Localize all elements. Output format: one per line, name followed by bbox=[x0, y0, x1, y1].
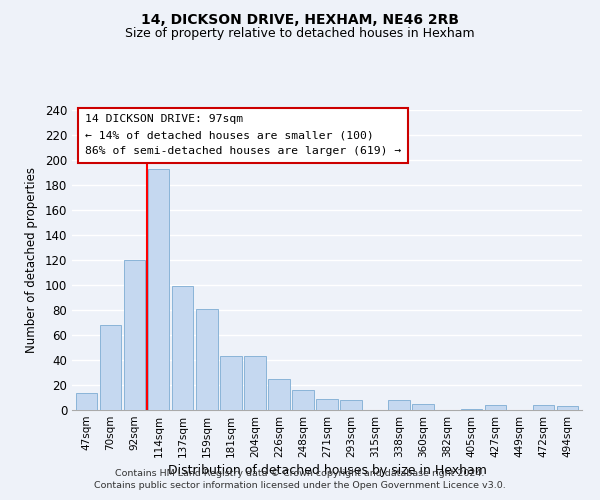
Bar bbox=[340, 400, 362, 410]
Bar bbox=[557, 406, 578, 410]
Text: Contains HM Land Registry data © Crown copyright and database right 2024.: Contains HM Land Registry data © Crown c… bbox=[115, 468, 485, 477]
Bar bbox=[292, 390, 314, 410]
Bar bbox=[148, 169, 169, 410]
Bar bbox=[316, 399, 338, 410]
Bar bbox=[244, 356, 266, 410]
Bar bbox=[100, 325, 121, 410]
Bar bbox=[76, 392, 97, 410]
Bar bbox=[412, 404, 434, 410]
Bar bbox=[172, 286, 193, 410]
Bar bbox=[533, 405, 554, 410]
Y-axis label: Number of detached properties: Number of detached properties bbox=[25, 167, 38, 353]
Bar bbox=[388, 400, 410, 410]
Text: 14, DICKSON DRIVE, HEXHAM, NE46 2RB: 14, DICKSON DRIVE, HEXHAM, NE46 2RB bbox=[141, 12, 459, 26]
Bar bbox=[485, 405, 506, 410]
Bar bbox=[220, 356, 242, 410]
Bar bbox=[268, 379, 290, 410]
X-axis label: Distribution of detached houses by size in Hexham: Distribution of detached houses by size … bbox=[167, 464, 487, 477]
Bar bbox=[124, 260, 145, 410]
Bar bbox=[461, 409, 482, 410]
Bar bbox=[196, 308, 218, 410]
Text: Contains public sector information licensed under the Open Government Licence v3: Contains public sector information licen… bbox=[94, 481, 506, 490]
Text: Size of property relative to detached houses in Hexham: Size of property relative to detached ho… bbox=[125, 28, 475, 40]
Text: 14 DICKSON DRIVE: 97sqm
← 14% of detached houses are smaller (100)
86% of semi-d: 14 DICKSON DRIVE: 97sqm ← 14% of detache… bbox=[85, 114, 401, 156]
